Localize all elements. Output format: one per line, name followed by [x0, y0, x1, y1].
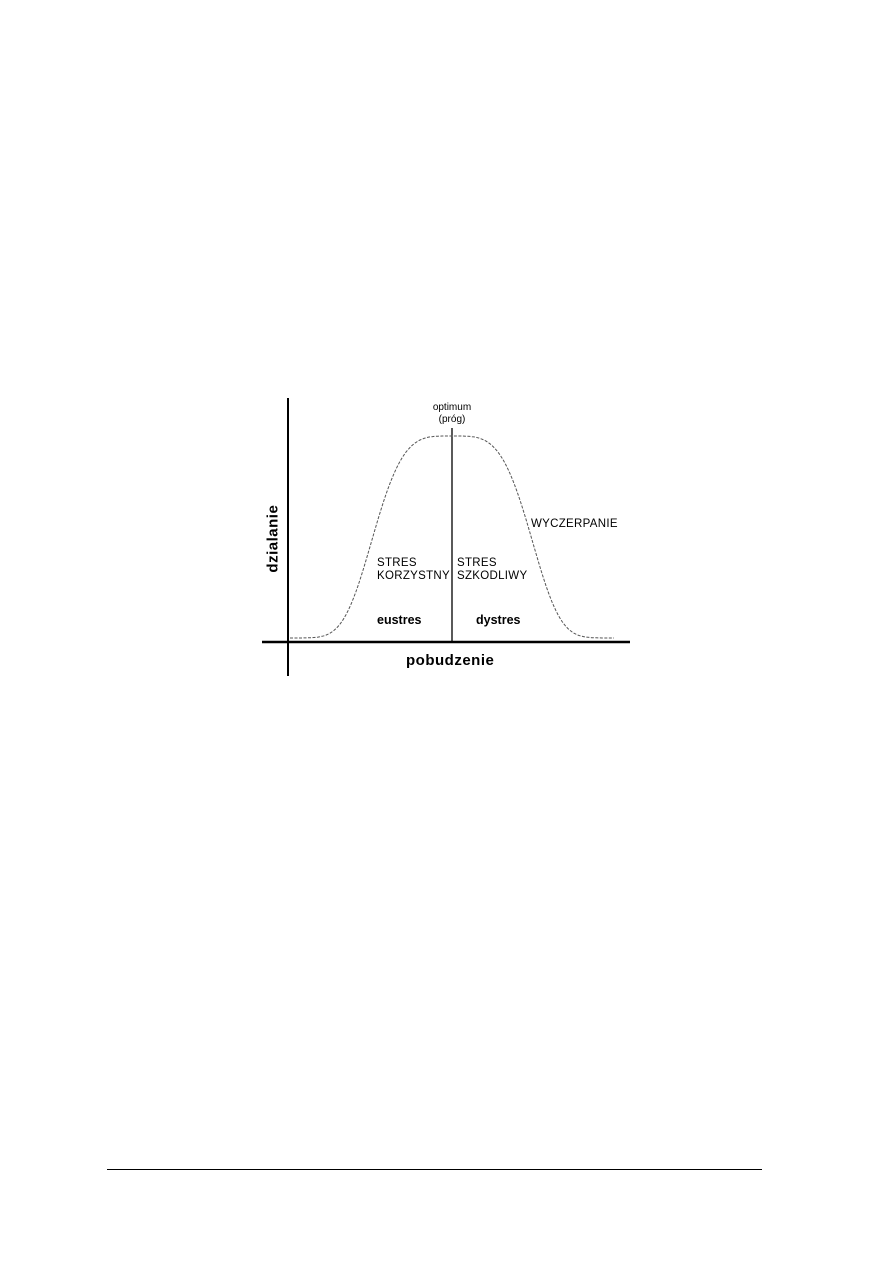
- distress-label: dystres: [476, 613, 521, 627]
- harmful-stress-line1: STRES: [457, 557, 497, 569]
- eustress-label: eustres: [377, 613, 422, 627]
- footer-rule: [107, 1169, 762, 1170]
- exhaustion-label: WYCZERPANIE: [531, 518, 618, 530]
- beneficial-stress-line2: KORZYSTNY: [377, 570, 450, 583]
- x-axis-label: pobudzenie: [406, 652, 495, 669]
- harmful-stress-line2: SZKODLIWY: [457, 570, 528, 583]
- optimum-label-line1: optimum: [432, 402, 472, 413]
- beneficial-stress-label: STRES KORZYSTNY: [377, 557, 450, 583]
- beneficial-stress-line1: STRES: [377, 557, 417, 569]
- harmful-stress-label: STRES SZKODLIWY: [457, 557, 527, 583]
- y-axis-label: dzialanie: [264, 504, 282, 573]
- optimum-label-line2: (próg): [438, 413, 466, 425]
- optimum-label: optimum (próg): [428, 402, 476, 425]
- performance-curve: [290, 435, 614, 639]
